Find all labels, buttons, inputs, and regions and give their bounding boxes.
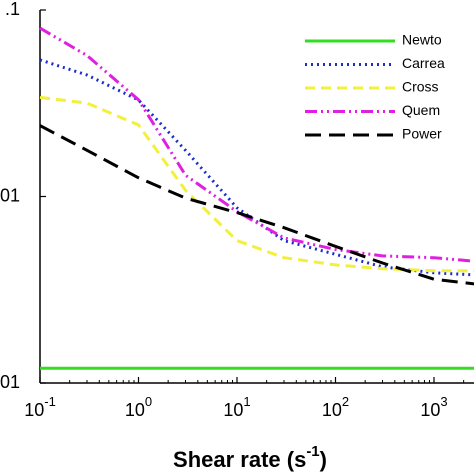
x-label-sup: -1	[306, 443, 319, 460]
legend-label: Carrea	[402, 55, 445, 71]
x-label-end: )	[320, 447, 327, 472]
x-tick-label: 103	[420, 394, 447, 419]
x-label-text: Shear rate (s	[173, 447, 306, 472]
x-axis-label: Shear rate (s-1)	[173, 443, 327, 472]
x-tick-label: 10-1	[24, 394, 56, 419]
x-tick-label: 100	[125, 394, 152, 419]
series-line	[39, 95, 474, 273]
legend-label: Newto	[402, 32, 442, 48]
y-tick-label: .1	[5, 0, 20, 19]
x-tick-label: 102	[322, 394, 349, 419]
series-line	[39, 124, 474, 286]
legend-label: Cross	[402, 79, 439, 95]
y-tick-label: 01	[0, 372, 20, 392]
x-tick-label: 101	[223, 394, 250, 419]
y-tick-label: 01	[0, 185, 20, 205]
legend-label: Power	[402, 126, 442, 142]
series-line	[39, 26, 474, 263]
legend-label: Quem	[402, 102, 440, 118]
